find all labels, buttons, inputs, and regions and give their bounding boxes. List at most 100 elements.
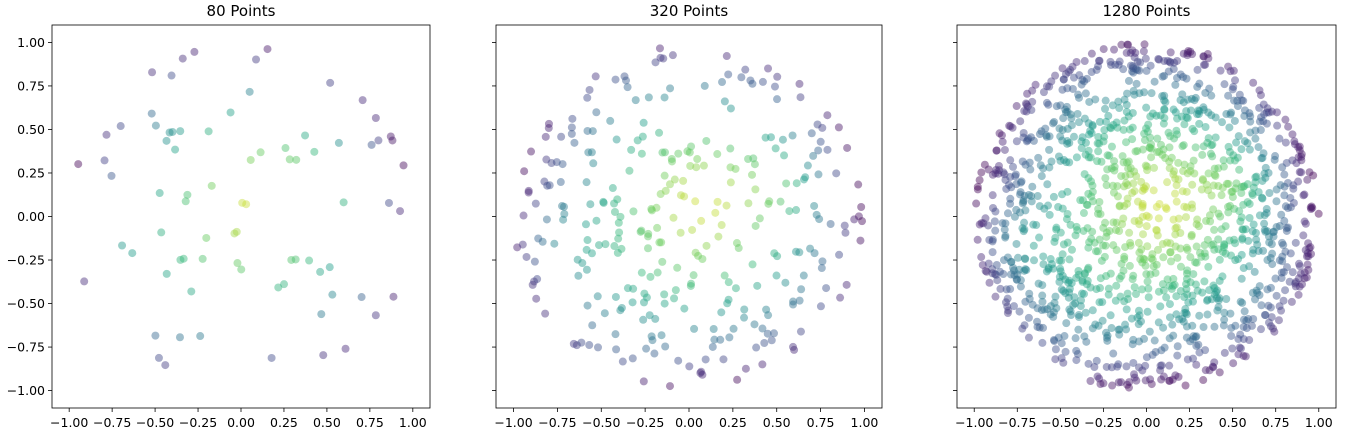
- data-point: [1002, 285, 1011, 294]
- data-point: [1181, 305, 1190, 314]
- data-point: [1088, 121, 1097, 130]
- data-point: [319, 351, 328, 360]
- data-point: [1098, 298, 1107, 307]
- data-point: [850, 215, 859, 224]
- data-point: [755, 214, 764, 223]
- data-point: [741, 65, 750, 74]
- data-point: [1300, 274, 1309, 283]
- data-point: [1208, 152, 1217, 161]
- data-point: [237, 265, 246, 274]
- data-point: [1257, 301, 1266, 310]
- data-point: [1187, 94, 1196, 103]
- data-point: [1000, 170, 1009, 179]
- data-point: [631, 96, 640, 105]
- data-point: [996, 284, 1005, 293]
- data-point: [854, 180, 863, 189]
- data-point: [1238, 225, 1247, 234]
- data-point: [1218, 247, 1227, 256]
- data-point: [1141, 182, 1150, 191]
- data-point: [1193, 110, 1202, 119]
- data-point: [547, 159, 556, 168]
- data-point: [1201, 123, 1210, 131]
- data-point: [640, 298, 649, 307]
- data-point: [1095, 56, 1103, 65]
- data-point: [841, 228, 850, 237]
- data-point: [1149, 186, 1158, 195]
- data-point: [1195, 79, 1204, 88]
- data-point: [1228, 85, 1237, 94]
- data-point: [1016, 190, 1025, 199]
- data-point: [988, 248, 997, 257]
- data-point: [1279, 296, 1288, 305]
- data-point: [1192, 258, 1201, 267]
- data-point: [1230, 116, 1239, 125]
- data-point: [1231, 184, 1240, 193]
- data-point: [744, 154, 753, 163]
- data-point: [592, 108, 601, 117]
- data-point: [1194, 110, 1203, 119]
- data-point: [1147, 140, 1156, 149]
- data-point: [1237, 250, 1246, 259]
- data-point: [1283, 178, 1292, 187]
- data-point: [1052, 223, 1061, 232]
- data-point: [1135, 89, 1144, 98]
- data-point: [1117, 378, 1126, 387]
- data-point: [1104, 290, 1113, 299]
- data-point: [1010, 266, 1018, 275]
- data-point: [544, 119, 553, 128]
- data-point: [167, 71, 176, 80]
- data-point: [1226, 156, 1235, 165]
- data-point: [534, 234, 543, 243]
- data-point: [1068, 84, 1077, 93]
- data-point: [1112, 118, 1121, 127]
- data-point: [1306, 203, 1315, 212]
- data-point: [1119, 125, 1128, 134]
- data-point: [651, 58, 660, 67]
- data-point: [168, 127, 177, 136]
- data-point: [1002, 184, 1011, 193]
- data-point: [1124, 76, 1133, 85]
- data-point: [1075, 71, 1084, 80]
- data-point: [1119, 65, 1128, 74]
- data-point: [1146, 133, 1155, 142]
- data-point: [623, 83, 632, 92]
- data-point: [1125, 261, 1134, 270]
- data-point: [973, 235, 982, 244]
- data-point: [1165, 376, 1174, 385]
- data-point: [1251, 126, 1260, 135]
- data-point: [1193, 82, 1202, 91]
- data-point: [1093, 247, 1102, 256]
- data-point: [1058, 204, 1067, 213]
- data-point: [748, 170, 757, 179]
- data-point: [316, 267, 325, 276]
- data-point: [1234, 350, 1243, 359]
- data-point: [988, 170, 997, 179]
- data-point: [1087, 129, 1096, 138]
- data-point: [1061, 347, 1070, 356]
- data-point: [1051, 71, 1060, 80]
- data-point: [1124, 383, 1133, 392]
- data-point: [1190, 169, 1199, 178]
- data-point: [1180, 293, 1189, 302]
- data-point: [1084, 153, 1093, 162]
- data-point: [1269, 227, 1278, 236]
- data-point: [559, 202, 568, 211]
- data-point: [1084, 263, 1093, 272]
- data-point: [1184, 47, 1193, 56]
- data-point: [1086, 126, 1095, 135]
- data-point: [128, 249, 137, 258]
- data-point: [1170, 280, 1179, 289]
- data-point: [1078, 75, 1087, 84]
- data-point: [1061, 289, 1070, 298]
- data-point: [1216, 212, 1225, 221]
- data-point: [1140, 88, 1149, 97]
- data-point: [1122, 325, 1131, 334]
- data-point: [1113, 123, 1122, 132]
- data-point: [1141, 161, 1150, 170]
- data-point: [1237, 274, 1246, 283]
- data-point: [638, 132, 647, 141]
- data-point: [1001, 175, 1010, 184]
- data-point: [1016, 188, 1025, 197]
- data-point: [1238, 235, 1247, 244]
- data-point: [1259, 100, 1268, 109]
